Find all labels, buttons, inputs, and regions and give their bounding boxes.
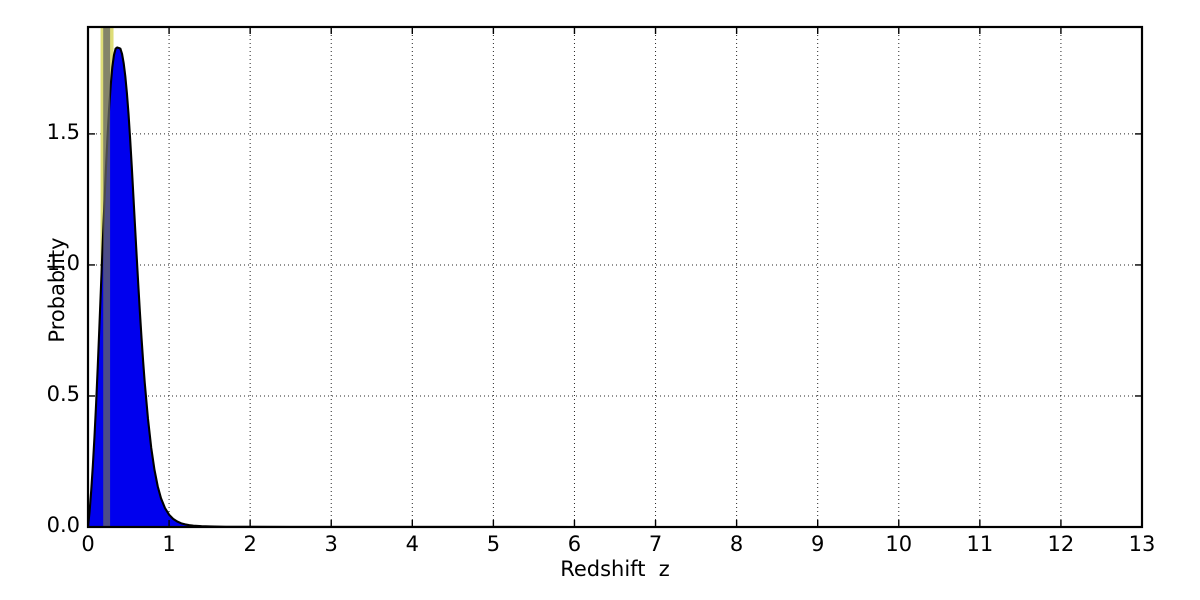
x-axis-label: Redshift z: [560, 557, 670, 581]
x-tick-label-7: 7: [648, 532, 663, 556]
axes-background: [88, 27, 1142, 527]
vertical-gridlines: [168, 27, 1062, 527]
x-tick-label-11: 11: [966, 532, 994, 556]
tick-marks: [87, 27, 1143, 528]
vline-group: [103, 27, 111, 527]
y-tick-label-0.5: 0.5: [46, 381, 80, 406]
x-tick-label-1: 1: [162, 532, 176, 556]
y-tick-label-1.0: 1.0: [46, 250, 80, 275]
y-tick-label-0.0: 0.0: [46, 513, 80, 537]
x-tick-label-5: 5: [486, 532, 501, 556]
x-tick-label-10: 10: [885, 532, 913, 556]
spec-z-marker: [103, 27, 111, 527]
x-tick-label-6: 6: [567, 532, 582, 556]
x-tick-label-2: 2: [243, 532, 257, 556]
axes-frame: [86, 25, 1144, 529]
x-tick-label-9: 9: [811, 532, 825, 556]
x-tick-label-12: 12: [1047, 532, 1075, 556]
x-tick-label-4: 4: [405, 532, 419, 556]
x-tick-label-0: 0: [81, 532, 95, 556]
x-tick-label-8: 8: [729, 532, 744, 556]
x-tick-label-13: 13: [1128, 532, 1156, 556]
y-tick-label-1.5: 1.5: [46, 119, 80, 144]
x-tick-label-3: 3: [324, 532, 338, 556]
